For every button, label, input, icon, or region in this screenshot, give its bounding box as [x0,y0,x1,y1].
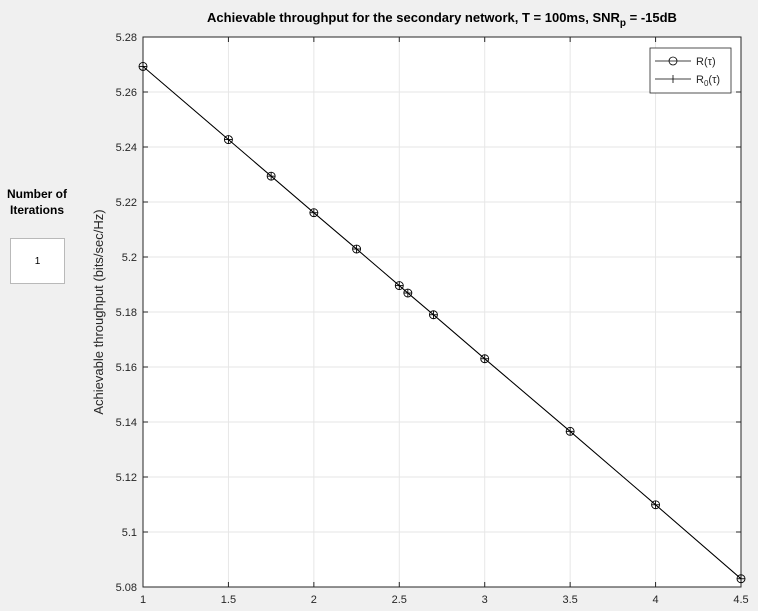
legend-label-r: R(τ) [696,56,716,68]
legend: R(τ) R0(τ) [649,47,732,94]
y-axis-label: Achievable throughput (bits/sec/Hz) [91,209,106,414]
iterations-input[interactable]: 1 [10,238,65,284]
x-tick-label: 4 [653,594,659,606]
x-tick-label: 4.5 [733,594,748,606]
y-tick-label: 5.24 [116,142,137,154]
chart-title-main: Achievable throughput for the secondary … [207,10,620,25]
legend-box [649,47,732,94]
y-tick-label: 5.12 [116,472,137,484]
iterations-label-line1: Number of [7,187,67,201]
legend-label-r0-suffix: (τ) [708,74,720,86]
x-tick-label: 3 [482,594,488,606]
chart-title: Achievable throughput for the secondary … [207,10,677,29]
series-line-1 [142,66,742,580]
y-tick-label: 5.08 [116,582,137,594]
iterations-label: Number of Iterations [0,186,74,218]
x-tick-label: 1 [140,594,146,606]
legend-label-r0-base: R [696,74,704,86]
y-tick-label: 5.2 [122,252,137,264]
axis-ticks: 1 1.5 2 2.5 3 3.5 4 4.5 5.08 5.1 5.12 5.14 5.16 5.18 5… [116,32,749,606]
y-tick-label: 5.26 [116,87,137,99]
x-tick-label: 2.5 [392,594,407,606]
iterations-label-line2: Iterations [9,203,64,217]
chart-title-suffix: = -15dB [626,10,677,25]
y-tick-label: 5.14 [116,417,137,429]
chart-title-subscript: p [620,18,626,29]
series-group [138,61,746,584]
x-tick-label: 2 [311,594,317,606]
iterations-value: 1 [34,255,41,267]
y-tick-label: 5.1 [122,527,137,539]
x-tick-label: 3.5 [562,594,577,606]
y-tick-label: 5.28 [116,32,137,44]
y-tick-label: 5.22 [116,197,137,209]
y-tick-label: 5.16 [116,362,137,374]
legend-label-r0: R0(τ) [696,74,720,88]
legend-label-r0-sub: 0 [704,79,709,88]
y-tick-label: 5.18 [116,307,137,319]
legend-marker-circle [668,56,678,66]
x-tick-label: 1.5 [221,594,236,606]
